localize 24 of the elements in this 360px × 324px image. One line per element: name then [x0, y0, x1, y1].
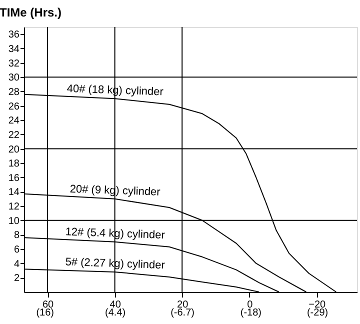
y-axis-title: TIMe (Hrs.): [0, 6, 62, 20]
x2-tick-label: (-29): [306, 308, 328, 318]
y-tick-label: 14: [8, 187, 20, 198]
y-tick-label: 18: [8, 158, 20, 170]
y-tick-label: 28: [8, 86, 20, 98]
y-tick-label: 10: [8, 216, 20, 227]
y-tick-label: 34: [8, 44, 20, 55]
y-tick-label: 4: [14, 258, 20, 270]
y-tick-label: 26: [8, 101, 20, 112]
y-tick-label: 8: [14, 230, 20, 242]
x2-tick-label: (-6.7): [170, 308, 194, 318]
x2-tick-label: (4.4): [105, 308, 126, 318]
y-tick-label: 16: [8, 172, 20, 184]
x2-tick-label: (16): [36, 308, 54, 318]
y-tick-label: 32: [8, 58, 20, 70]
y-tick-label: 20: [8, 144, 20, 156]
y-tick-label: 22: [8, 130, 20, 141]
y-tick-label: 24: [8, 116, 20, 127]
y-tick-label: 30: [8, 72, 20, 84]
y-tick-label: 12: [8, 202, 20, 213]
y-tick-label: 6: [14, 244, 20, 256]
y-tick-label: 36: [8, 30, 20, 41]
y-tick-label: 2: [14, 273, 20, 284]
x2-tick-label: (-18): [240, 308, 262, 318]
